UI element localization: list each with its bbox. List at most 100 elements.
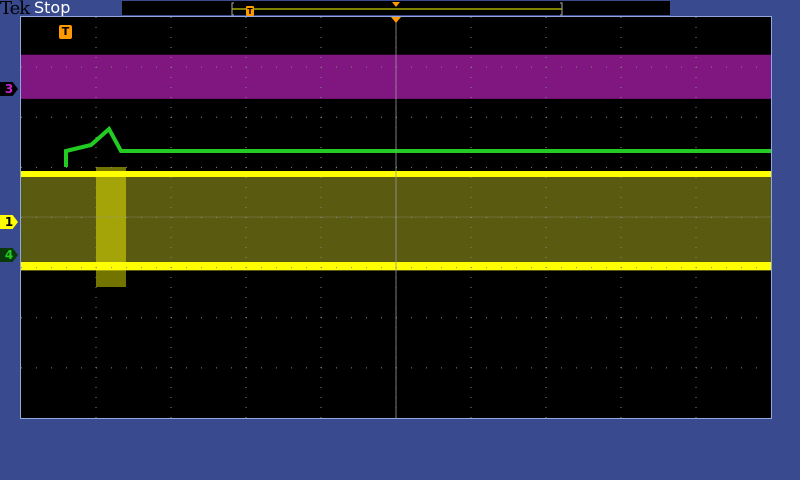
grid-dot	[620, 287, 622, 288]
grid-dot	[545, 237, 547, 238]
grid-dot	[711, 267, 712, 269]
grid-dot	[441, 116, 442, 118]
grid-dot	[36, 166, 37, 168]
grid-dot	[620, 227, 622, 228]
grid-dot	[320, 157, 322, 158]
grid-dot	[111, 367, 112, 369]
grid-dot	[470, 257, 472, 258]
grid-dot	[216, 66, 217, 68]
grid-dot	[186, 66, 187, 68]
grid-dot	[471, 367, 472, 369]
grid-dot	[531, 217, 532, 218]
grid-dot	[171, 217, 172, 218]
grid-dot	[545, 337, 547, 338]
grid-dot	[170, 297, 172, 298]
grid-dot	[351, 66, 352, 68]
grid-dot	[545, 207, 547, 208]
grid-dot	[276, 116, 277, 118]
grid-dot	[170, 187, 172, 188]
grid-dot	[471, 116, 472, 118]
grid-dot	[576, 166, 577, 168]
grid-dot	[756, 166, 757, 168]
grid-dot	[545, 227, 547, 228]
grid-dot	[636, 317, 637, 319]
grid-dot	[545, 97, 547, 98]
grid-dot	[141, 166, 142, 168]
grid-dot	[545, 187, 547, 188]
grid-dot	[336, 66, 337, 68]
grid-dot	[486, 317, 487, 319]
grid-dot	[470, 27, 472, 28]
grid-dot	[276, 217, 277, 218]
grid-dot	[591, 317, 592, 319]
grid-dot	[320, 107, 322, 108]
channel-4-marker[interactable]: 4	[0, 248, 18, 262]
grid-dot	[381, 267, 382, 269]
grid-dot	[291, 66, 292, 68]
grid-dot	[381, 66, 382, 68]
grid-dot	[620, 127, 622, 128]
grid-dot	[321, 217, 322, 218]
grid-dot	[545, 327, 547, 328]
grid-dot	[156, 267, 157, 269]
grid-dot	[321, 166, 322, 168]
grid-dot	[726, 116, 727, 118]
grid-dot	[620, 417, 622, 418]
grid-dot	[695, 107, 697, 108]
grid-dot	[320, 347, 322, 348]
grid-dot	[95, 327, 97, 328]
grid-dot	[546, 166, 547, 168]
grid-dot	[756, 367, 757, 369]
grid-dot	[695, 227, 697, 228]
grid-dot	[620, 397, 622, 398]
grid-dot	[126, 367, 127, 369]
grid-dot	[245, 77, 247, 78]
grid-dot	[320, 297, 322, 298]
grid-dot	[170, 97, 172, 98]
grid-dot	[695, 377, 697, 378]
grid-dot	[621, 217, 622, 218]
grid-dot	[51, 267, 52, 269]
grid-dot	[591, 367, 592, 369]
grid-dot	[470, 197, 472, 198]
channel-1-marker[interactable]: 1	[0, 215, 18, 229]
grid-dot	[381, 367, 382, 369]
grid-dot	[756, 317, 757, 319]
grid-dot	[21, 217, 22, 218]
grid-dot	[141, 267, 142, 269]
grid-dot	[201, 66, 202, 68]
grid-dot	[245, 347, 247, 348]
waveform-display[interactable]: T	[20, 16, 772, 419]
grid-dot	[621, 267, 622, 269]
grid-dot	[231, 66, 232, 68]
grid-dot	[666, 166, 667, 168]
grid-dot	[695, 87, 697, 88]
grid-dot	[320, 57, 322, 58]
channel-4-waveform	[64, 125, 771, 167]
grid-dot	[321, 267, 322, 269]
grid-dot	[381, 116, 382, 118]
record-view-bar[interactable]: T	[122, 1, 670, 16]
grid-dot	[320, 407, 322, 408]
grid-dot	[245, 147, 247, 148]
grid-dot	[111, 66, 112, 68]
grid-dot	[441, 317, 442, 319]
grid-dot	[170, 107, 172, 108]
grid-dot	[351, 116, 352, 118]
grid-dot	[156, 317, 157, 319]
channel-3-marker[interactable]: 3	[0, 82, 18, 96]
grid-dot	[545, 17, 547, 18]
grid-dot	[245, 17, 247, 18]
grid-dot	[186, 116, 187, 118]
grid-dot	[245, 197, 247, 198]
grid-dot	[245, 37, 247, 38]
grid-dot	[246, 66, 247, 68]
grid-dot	[516, 217, 517, 218]
grid-dot	[261, 367, 262, 369]
grid-dot	[170, 277, 172, 278]
grid-dot	[95, 397, 97, 398]
grid-dot	[516, 116, 517, 118]
grid-dot	[111, 166, 112, 168]
grid-dot	[320, 127, 322, 128]
trigger-t-icon[interactable]: T	[59, 25, 72, 39]
